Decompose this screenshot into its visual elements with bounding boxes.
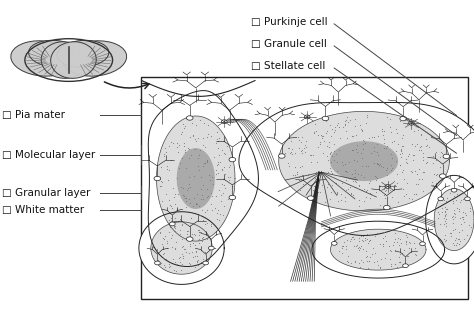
Circle shape bbox=[221, 120, 227, 124]
Polygon shape bbox=[148, 91, 258, 266]
Ellipse shape bbox=[41, 42, 87, 78]
Circle shape bbox=[203, 261, 209, 265]
Circle shape bbox=[438, 197, 444, 201]
Polygon shape bbox=[139, 212, 224, 284]
Circle shape bbox=[465, 197, 470, 201]
Polygon shape bbox=[312, 221, 445, 278]
Circle shape bbox=[304, 115, 310, 119]
Circle shape bbox=[209, 246, 214, 250]
Polygon shape bbox=[434, 189, 474, 251]
Text: □ Pia mater: □ Pia mater bbox=[2, 110, 65, 120]
Circle shape bbox=[186, 237, 193, 241]
Bar bbox=[141, 77, 468, 299]
Circle shape bbox=[278, 154, 285, 158]
Text: □ Granule cell: □ Granule cell bbox=[251, 39, 327, 49]
Text: □ Stellate cell: □ Stellate cell bbox=[251, 61, 326, 71]
Circle shape bbox=[308, 196, 314, 200]
Polygon shape bbox=[426, 175, 474, 264]
Circle shape bbox=[439, 174, 446, 178]
Circle shape bbox=[331, 241, 337, 245]
Text: □ White matter: □ White matter bbox=[2, 205, 84, 215]
Polygon shape bbox=[177, 148, 215, 209]
Ellipse shape bbox=[11, 41, 74, 76]
Circle shape bbox=[186, 116, 193, 120]
Ellipse shape bbox=[28, 40, 81, 67]
Circle shape bbox=[385, 185, 391, 188]
Circle shape bbox=[383, 205, 390, 210]
Ellipse shape bbox=[63, 41, 127, 76]
Polygon shape bbox=[279, 112, 449, 211]
Circle shape bbox=[400, 116, 407, 121]
Polygon shape bbox=[151, 222, 212, 274]
Polygon shape bbox=[156, 116, 235, 241]
Circle shape bbox=[443, 154, 450, 159]
Circle shape bbox=[322, 116, 329, 121]
Circle shape bbox=[451, 188, 457, 192]
Text: □ Granular layer: □ Granular layer bbox=[2, 188, 91, 198]
Text: □ Molecular layer: □ Molecular layer bbox=[2, 150, 96, 160]
Circle shape bbox=[155, 261, 160, 265]
Polygon shape bbox=[330, 141, 398, 181]
Circle shape bbox=[409, 121, 414, 125]
Circle shape bbox=[170, 222, 175, 226]
Polygon shape bbox=[239, 102, 474, 235]
Text: □ Purkinje cell: □ Purkinje cell bbox=[251, 17, 328, 27]
Circle shape bbox=[402, 264, 408, 268]
Circle shape bbox=[229, 195, 236, 200]
Ellipse shape bbox=[57, 40, 109, 67]
Circle shape bbox=[419, 242, 425, 246]
Polygon shape bbox=[330, 229, 426, 270]
Circle shape bbox=[154, 176, 161, 181]
Ellipse shape bbox=[51, 42, 96, 78]
Circle shape bbox=[229, 157, 236, 162]
